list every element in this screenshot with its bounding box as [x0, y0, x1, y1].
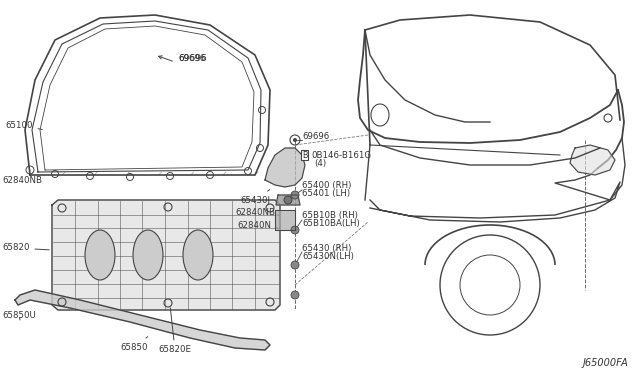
Text: J65000FA: J65000FA: [582, 358, 628, 368]
Text: 0B146-B161G: 0B146-B161G: [311, 151, 371, 160]
Ellipse shape: [85, 230, 115, 280]
Text: 62840N: 62840N: [237, 221, 278, 230]
Text: 65850: 65850: [120, 337, 148, 352]
Ellipse shape: [183, 230, 213, 280]
Text: 65430J: 65430J: [240, 190, 270, 205]
Text: 69696: 69696: [302, 131, 329, 141]
Text: 69696: 69696: [178, 54, 207, 62]
Polygon shape: [15, 290, 270, 350]
Circle shape: [291, 191, 299, 199]
Text: 65430 (RH): 65430 (RH): [302, 244, 351, 253]
Text: 65401 (LH): 65401 (LH): [302, 189, 350, 198]
Text: 65820E: 65820E: [159, 308, 191, 355]
Text: 65100: 65100: [5, 121, 42, 129]
Text: 69696: 69696: [178, 54, 205, 62]
Circle shape: [291, 291, 299, 299]
Text: 62840NB: 62840NB: [235, 208, 278, 217]
Polygon shape: [570, 145, 615, 175]
Circle shape: [291, 261, 299, 269]
Text: (4): (4): [314, 158, 326, 167]
Text: 65B10B (RH): 65B10B (RH): [302, 211, 358, 219]
Polygon shape: [276, 195, 300, 205]
Circle shape: [284, 196, 292, 204]
Text: 62840NB: 62840NB: [2, 170, 42, 185]
Circle shape: [291, 226, 299, 234]
Text: 65430N(LH): 65430N(LH): [302, 251, 354, 260]
Text: 65850U: 65850U: [2, 311, 36, 320]
Polygon shape: [275, 210, 295, 230]
Text: 65B10BA(LH): 65B10BA(LH): [302, 218, 360, 228]
Text: 65400 (RH): 65400 (RH): [302, 180, 351, 189]
Ellipse shape: [133, 230, 163, 280]
Text: 65820: 65820: [2, 244, 49, 253]
Circle shape: [293, 138, 297, 142]
Text: B: B: [302, 151, 307, 160]
Polygon shape: [265, 148, 305, 187]
Polygon shape: [52, 200, 280, 310]
